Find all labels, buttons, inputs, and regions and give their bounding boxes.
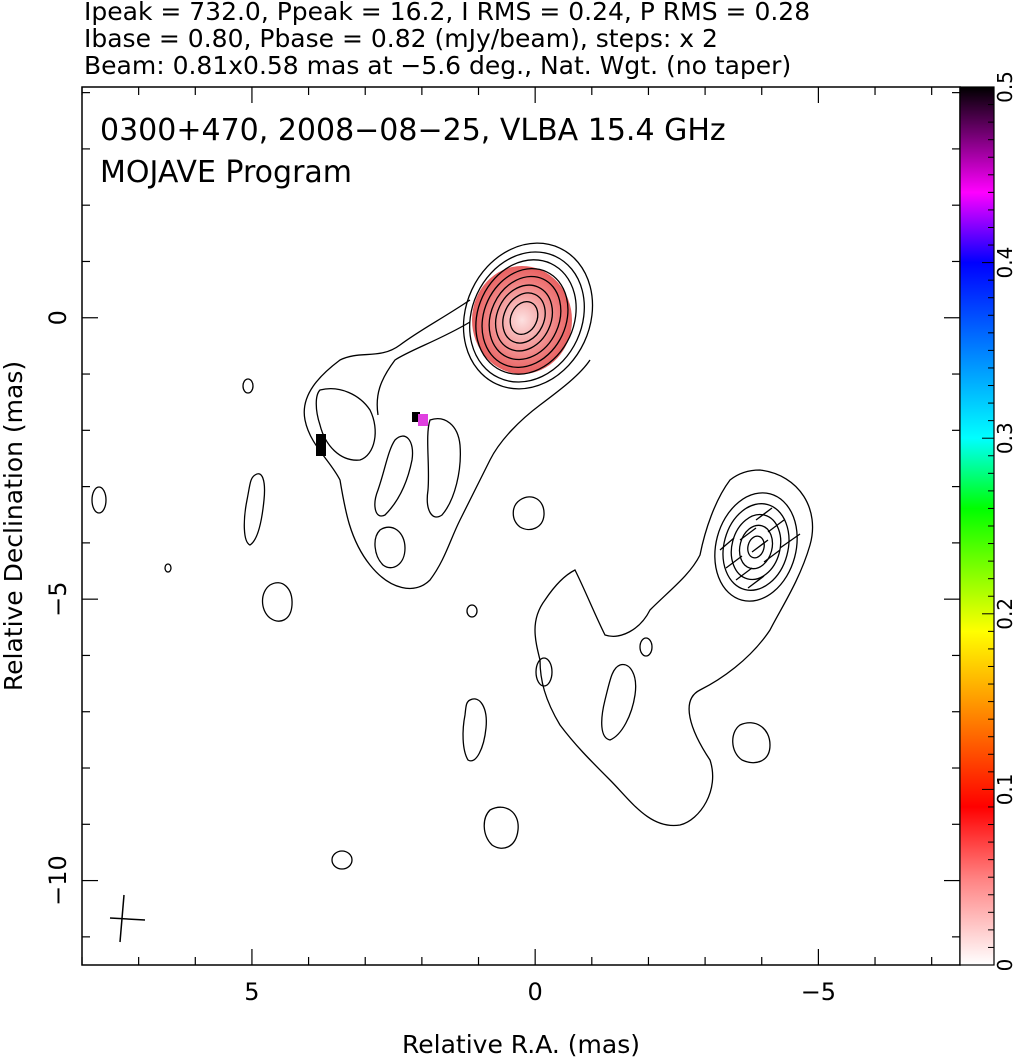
y-tick-label: −5	[44, 581, 72, 616]
y-axis-ticks: 0 −5 −10	[44, 92, 960, 938]
evpa-vector	[747, 575, 765, 589]
jet-contour	[243, 473, 266, 546]
polarization-vectors	[719, 507, 801, 589]
core-contours	[462, 242, 594, 390]
header-line-3: Beam: 0.81x0.58 mas at −5.6 deg., Nat. W…	[84, 51, 791, 80]
lobe-contour	[331, 850, 353, 870]
evpa-vector	[779, 533, 801, 549]
lobe-contour	[483, 806, 519, 849]
evpa-vector	[735, 567, 753, 581]
pixel-blob	[316, 434, 326, 456]
y-axis-label: Relative Declination (mas)	[0, 361, 28, 691]
x-axis-label: Relative R.A. (mas)	[402, 1030, 640, 1059]
colorbar-tick-label: 0.1	[993, 773, 1017, 805]
beam-marker	[109, 894, 146, 943]
core-contour	[481, 267, 569, 369]
core-contour	[475, 259, 577, 375]
lobe-contour	[534, 469, 814, 827]
lobe-contour	[730, 513, 782, 581]
core-contour	[502, 292, 546, 344]
jet-contours	[243, 299, 591, 622]
chart-title: 0300+470, 2008−08−25, VLBA 15.4 GHz	[100, 113, 726, 148]
jet-contour	[376, 321, 471, 416]
lobe-contour	[601, 663, 637, 741]
core-contour	[509, 300, 539, 336]
lobe-contour	[722, 503, 790, 591]
core-contour	[462, 242, 594, 390]
pixel-blob	[418, 414, 428, 426]
lobe-contour	[242, 378, 254, 394]
core-contour	[488, 275, 562, 361]
header-line-1: Ipeak = 732.0, Ppeak = 16.2, I RMS = 0.2…	[84, 0, 810, 26]
x-tick-label: 0	[528, 978, 543, 1006]
evpa-vector	[725, 555, 743, 569]
lobe-contour	[714, 492, 798, 602]
lobe-contour	[732, 722, 771, 764]
colorbar-tick-label: 0.5	[993, 71, 1017, 103]
lobe-contour	[466, 604, 478, 618]
chart-subtitle: MOJAVE Program	[100, 155, 352, 190]
colorbar-tick-label: 0.4	[993, 247, 1017, 279]
jet-contour	[374, 526, 406, 569]
lobe-contour	[462, 698, 487, 762]
evpa-vector	[755, 507, 773, 521]
core-contour	[469, 251, 585, 383]
lobe-contour	[639, 637, 653, 657]
jet-contour	[261, 582, 293, 622]
x-axis-ticks: 5 0 −5	[81, 87, 933, 1006]
evpa-vector	[751, 539, 769, 553]
evpa-vector	[739, 527, 757, 541]
core-polarization-fill	[472, 266, 572, 374]
colorbar-tick-label: 0.3	[993, 422, 1017, 454]
lobe-contour	[164, 563, 172, 573]
plot-frame	[81, 86, 961, 966]
lobe-contours	[91, 378, 814, 870]
lobe-contour	[738, 524, 774, 570]
lobe-contour	[535, 657, 553, 687]
evpa-vector	[763, 549, 781, 563]
evpa-vector	[719, 537, 735, 551]
lobe-contour	[747, 535, 765, 559]
jet-contour	[303, 299, 591, 589]
colorbar-ticks: 0 0.1 0.2 0.3 0.4 0.5	[982, 71, 1017, 971]
evpa-vector	[767, 519, 785, 533]
x-tick-label: 5	[244, 978, 259, 1006]
header-line-2: Ibase = 0.80, Pbase = 0.82 (mJy/beam), s…	[84, 24, 718, 53]
y-tick-label: 0	[44, 310, 72, 325]
jet-contour	[512, 496, 545, 531]
lobe-contour	[91, 486, 107, 514]
jet-contour	[374, 435, 414, 517]
y-tick-label: −10	[44, 855, 72, 906]
beam-minor-axis	[109, 917, 146, 921]
x-tick-label: −5	[801, 978, 836, 1006]
jet-contour	[426, 418, 461, 518]
colorbar-tick-label: 0.2	[993, 598, 1017, 630]
jet-contour	[315, 388, 376, 461]
colorbar-tick-label: 0	[993, 959, 1017, 972]
core-contour	[494, 284, 554, 352]
pixel-blob	[412, 412, 420, 422]
